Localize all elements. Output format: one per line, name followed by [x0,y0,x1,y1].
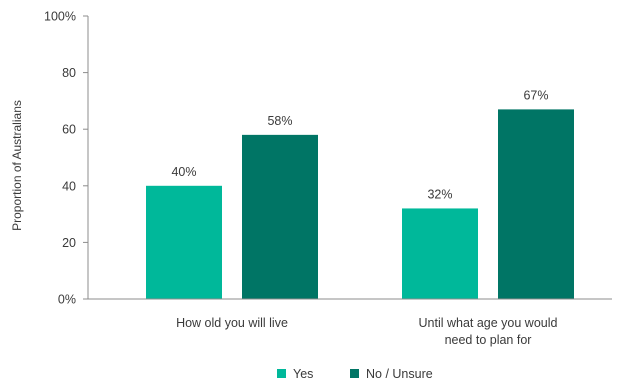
bar [402,208,478,299]
legend-label: Yes [293,367,313,381]
bar [498,109,574,299]
y-axis: 0% 20 40 60 80 100% Proportion of Australians [10,10,89,307]
x-category-label: How old you will live [176,316,288,330]
y-tick-label: 0% [58,293,76,307]
legend-label: No / Unsure [366,367,433,381]
legend: Yes No / Unsure [277,367,433,381]
y-tick-label: 20 [62,236,76,250]
x-category-label: Until what age you would [419,316,558,330]
y-axis-title: Proportion of Australians [10,100,24,231]
y-tick-label: 100% [44,10,76,24]
y-tick-label: 60 [62,123,76,137]
data-label: 40% [171,165,196,179]
legend-swatch [350,369,359,378]
y-tick-label: 40 [62,179,76,193]
y-tick-label: 80 [62,66,76,80]
bars: 40% 58% 32% 67% [146,88,574,299]
bar [146,185,222,299]
bar [242,134,318,299]
legend-swatch [277,369,286,378]
data-label: 67% [523,88,548,102]
data-label: 32% [427,187,452,201]
data-label: 58% [267,114,292,128]
x-category-label: need to plan for [445,333,532,347]
x-axis: How old you will live Until what age you … [88,298,612,347]
